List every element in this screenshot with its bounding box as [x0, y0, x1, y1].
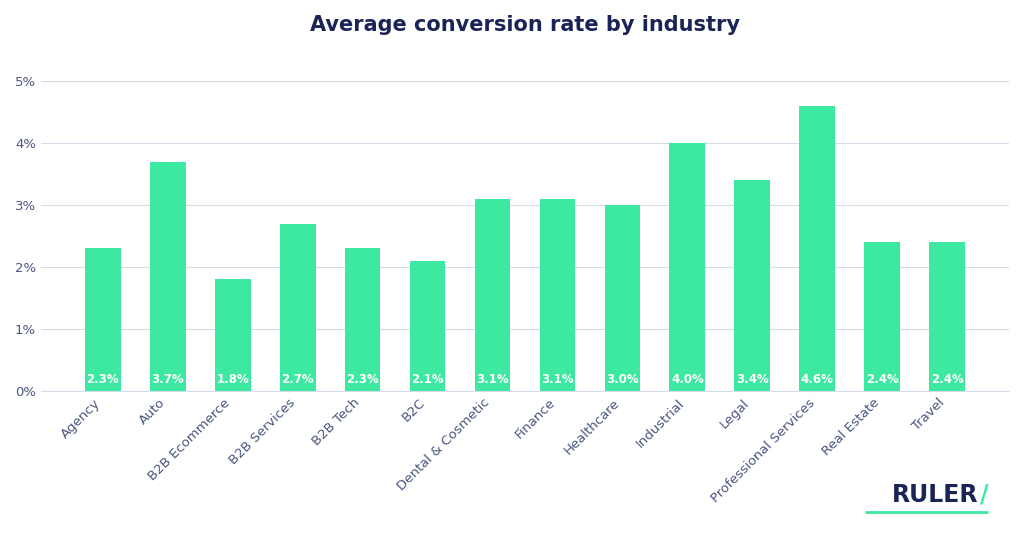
- Text: 4.6%: 4.6%: [801, 374, 834, 386]
- Bar: [734, 181, 770, 391]
- Bar: [929, 242, 965, 391]
- Text: 2.3%: 2.3%: [87, 374, 119, 386]
- Text: 2.4%: 2.4%: [931, 374, 964, 386]
- Bar: [150, 162, 185, 391]
- Text: 2.4%: 2.4%: [866, 374, 899, 386]
- Text: RULER: RULER: [892, 482, 978, 507]
- Text: 3.1%: 3.1%: [476, 374, 509, 386]
- Text: 1.8%: 1.8%: [216, 374, 249, 386]
- Text: 2.7%: 2.7%: [282, 374, 314, 386]
- Text: 2.1%: 2.1%: [412, 374, 443, 386]
- Text: 3.1%: 3.1%: [541, 374, 573, 386]
- Bar: [345, 248, 381, 391]
- Bar: [604, 205, 640, 391]
- Bar: [280, 224, 315, 391]
- Text: 3.7%: 3.7%: [152, 374, 184, 386]
- Bar: [215, 279, 251, 391]
- Bar: [540, 199, 575, 391]
- Text: 3.4%: 3.4%: [736, 374, 769, 386]
- Bar: [475, 199, 510, 391]
- Bar: [864, 242, 900, 391]
- Text: 3.0%: 3.0%: [606, 374, 639, 386]
- Bar: [670, 143, 706, 391]
- Bar: [85, 248, 121, 391]
- Text: 4.0%: 4.0%: [671, 374, 703, 386]
- Bar: [800, 106, 836, 391]
- Text: 2.3%: 2.3%: [346, 374, 379, 386]
- Bar: [410, 261, 445, 391]
- Text: /: /: [980, 482, 988, 507]
- Title: Average conversion rate by industry: Average conversion rate by industry: [310, 15, 740, 35]
